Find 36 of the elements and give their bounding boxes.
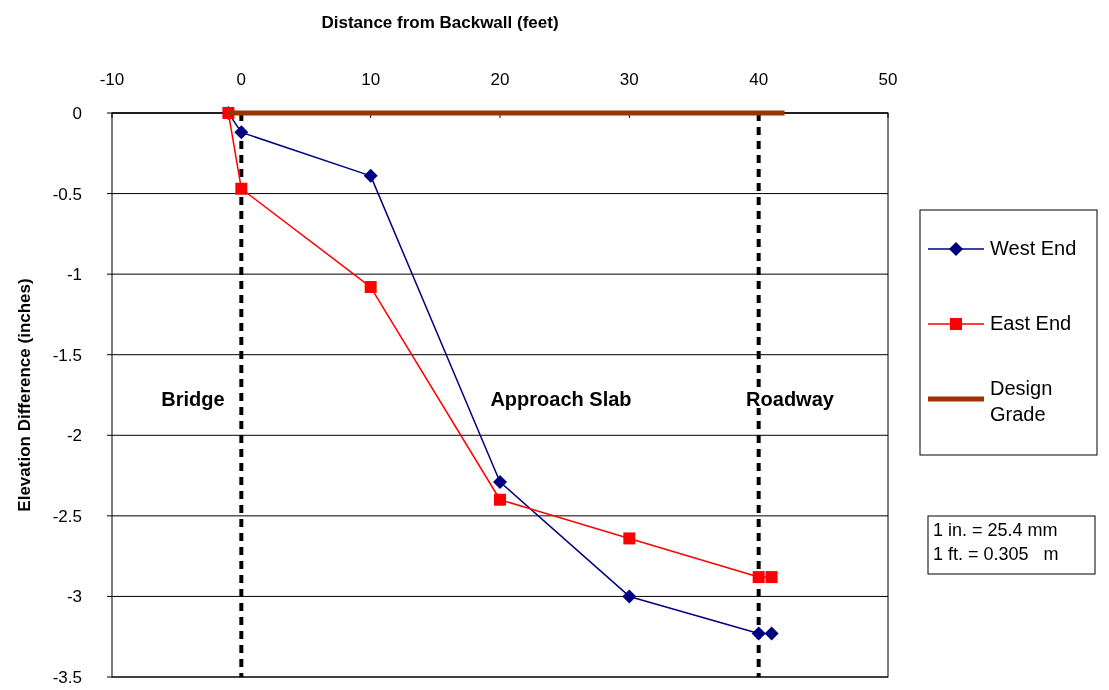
y-tick-label: -2.5 (52, 506, 82, 526)
y-tick-label: -1 (66, 265, 82, 285)
point (494, 493, 506, 506)
point (752, 571, 765, 584)
y-axis-title: Elevation Difference (inches) (15, 278, 34, 512)
x-tick-label: 30 (619, 70, 639, 89)
y-tick-label: -3 (66, 587, 82, 607)
annotation: Roadway (746, 388, 835, 410)
point (363, 168, 378, 183)
point (765, 571, 778, 584)
y-tick-label: -0.5 (52, 184, 82, 204)
x-axis-title: Distance from Backwall (feet) (321, 13, 559, 32)
annotation: Approach Slab (490, 388, 632, 410)
point (234, 125, 249, 140)
y-tick-label: -1.5 (52, 345, 82, 365)
point (764, 626, 779, 641)
point (622, 589, 637, 604)
y-tick-label: 0 (72, 104, 82, 123)
legend-label: Design Grade (990, 377, 1053, 425)
legend-label: East End (990, 312, 1072, 334)
x-tick-label: 50 (878, 70, 898, 89)
point (364, 281, 377, 294)
x-tick-label: 40 (749, 70, 769, 89)
y-tick-label: -2 (66, 426, 82, 446)
point (493, 475, 507, 490)
x-tick-label: 10 (361, 70, 381, 89)
legend-label: West End (990, 237, 1077, 259)
point (235, 182, 248, 195)
annotation: Bridge (161, 388, 225, 410)
point (751, 626, 766, 641)
point (623, 532, 636, 545)
x-tick-label: 20 (490, 70, 510, 89)
text: 1 in. = 25.4 mm 1 ft. = 0.305 m (933, 520, 1059, 564)
x-tick-label: 0 (236, 70, 247, 89)
y-tick-label: -3.5 (52, 668, 82, 687)
x-tick-label: -10 (99, 70, 125, 89)
